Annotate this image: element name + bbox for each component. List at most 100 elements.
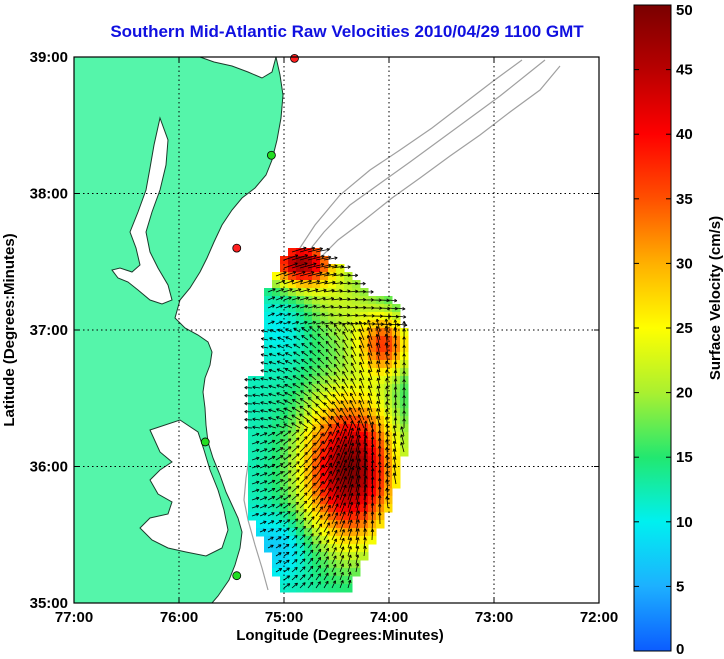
current-vector [299, 468, 308, 477]
current-vector-head [272, 448, 276, 452]
current-vector-head [343, 421, 346, 424]
current-vector-head [371, 314, 375, 317]
current-vector-head [328, 487, 332, 490]
current-vector-head [312, 541, 314, 545]
velocity-cell [312, 384, 321, 393]
current-vector [299, 271, 315, 277]
velocity-cell [336, 400, 345, 409]
current-vector-head [385, 401, 387, 405]
current-vector [385, 326, 389, 341]
velocity-cell [320, 536, 329, 545]
velocity-cell [296, 464, 305, 473]
current-vector [299, 255, 317, 261]
velocity-cell [376, 408, 385, 417]
current-vector-head [386, 386, 389, 389]
current-vector [347, 519, 352, 533]
current-vector [355, 528, 359, 541]
current-vector [267, 472, 276, 477]
velocity-cell [280, 392, 289, 401]
current-vector-head [364, 546, 367, 550]
current-vector [267, 528, 274, 533]
current-vector [385, 318, 389, 333]
velocity-cell [312, 496, 321, 505]
current-vector [323, 531, 330, 541]
current-vector-head [368, 392, 371, 396]
current-vector [323, 423, 332, 437]
current-vector [307, 491, 316, 501]
current-vector-head [352, 427, 354, 431]
current-vector-head [319, 247, 323, 249]
current-vector-head [321, 321, 325, 325]
velocity-cell [368, 384, 377, 393]
current-vector [331, 555, 337, 565]
current-vector-head [356, 519, 359, 523]
current-vector [267, 296, 276, 301]
current-vector-head [300, 390, 303, 394]
current-vector-head [375, 318, 378, 323]
current-vector [347, 450, 354, 469]
current-vector-head [340, 563, 344, 567]
current-vector-head [375, 326, 378, 330]
current-vector-head [370, 444, 374, 448]
current-vector [323, 454, 333, 469]
current-vector-head [386, 487, 389, 491]
current-vector-head [319, 271, 323, 273]
current-vector [334, 324, 341, 333]
current-vector-head [309, 565, 314, 568]
current-vector [315, 321, 325, 325]
current-vector-head [385, 431, 388, 435]
current-vector-head [372, 468, 375, 472]
current-vector [325, 324, 333, 333]
velocity-cell [304, 440, 313, 449]
current-vector [332, 394, 341, 405]
current-vector-head [311, 271, 315, 275]
current-vector-head [402, 387, 405, 391]
current-vector [371, 421, 374, 437]
velocity-cell [352, 440, 361, 449]
current-vector [307, 272, 323, 277]
current-vector-head [295, 493, 299, 496]
velocity-cell [296, 440, 305, 449]
current-vector [301, 351, 309, 357]
current-vector-head [385, 325, 389, 329]
current-vector-head [403, 316, 407, 319]
current-vector [252, 418, 261, 421]
current-vector-head [335, 422, 339, 425]
current-vector [385, 333, 389, 349]
current-vector-head [368, 377, 372, 381]
current-vector-head [403, 370, 406, 374]
current-vector [307, 427, 316, 437]
velocity-cell [336, 448, 345, 457]
current-vector [355, 492, 360, 509]
velocity-cell [296, 504, 305, 513]
current-vector-head [314, 434, 316, 439]
current-vector [368, 361, 373, 373]
current-vector [387, 315, 399, 318]
current-vector-head [377, 453, 380, 457]
current-vector [259, 488, 268, 493]
current-vector [349, 400, 357, 413]
current-vector-head [312, 482, 316, 485]
current-vector-head [264, 513, 267, 516]
current-vector-head [317, 349, 321, 352]
current-vector [331, 265, 344, 269]
velocity-cell [296, 456, 305, 465]
current-vector [347, 563, 351, 573]
velocity-cell [328, 424, 337, 433]
current-vector-head [394, 298, 398, 302]
current-vector-head [317, 581, 321, 584]
current-vector-head [272, 296, 276, 300]
current-vector [347, 274, 358, 277]
current-vector-head [299, 279, 303, 282]
velocity-cell [272, 352, 281, 361]
velocity-cell [304, 488, 313, 497]
current-vector [324, 394, 333, 405]
current-vector-head [402, 379, 405, 383]
current-vector [377, 369, 381, 381]
current-vector-head [312, 320, 316, 323]
current-vector-head [293, 543, 298, 545]
current-vector-head [384, 326, 387, 330]
current-vector-head [357, 483, 360, 487]
current-vector [284, 368, 293, 373]
current-vector-head [319, 506, 323, 509]
